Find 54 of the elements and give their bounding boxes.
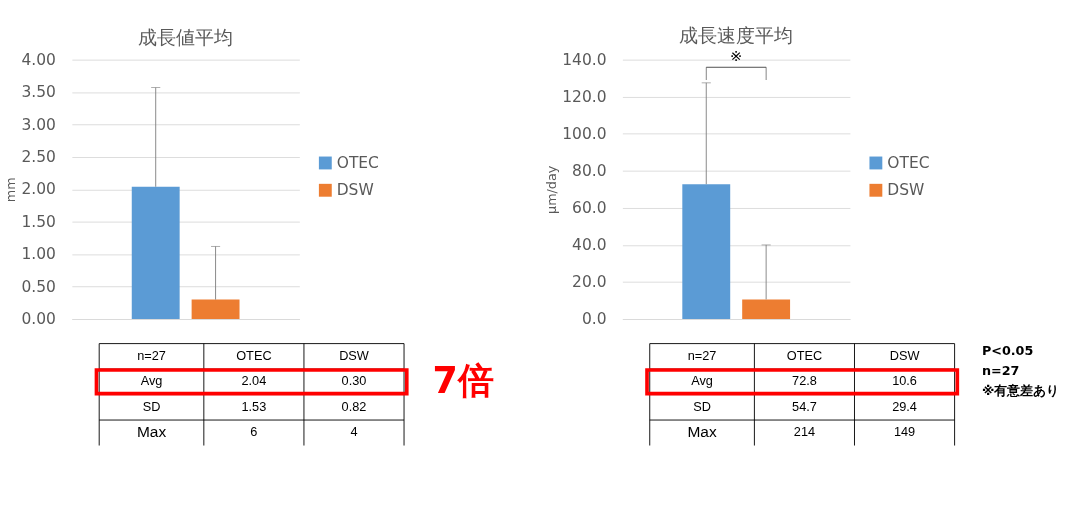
- text: n=27: [137, 347, 166, 363]
- y-tick-label: 140.0: [562, 50, 607, 69]
- text: n=27: [687, 347, 717, 363]
- y-tick-label: 1.50: [21, 212, 56, 231]
- annotation: ※: [730, 46, 743, 64]
- y-tick-label: 4.00: [21, 50, 56, 69]
- text: 0.82: [341, 398, 367, 414]
- y-tick-label: 2.00: [21, 180, 56, 199]
- text: SD: [693, 398, 711, 414]
- text: 7倍: [432, 358, 494, 402]
- y-tick-label: 3.50: [21, 83, 56, 102]
- y-tick-label: 0.50: [21, 277, 56, 296]
- legend-label: OTEC: [887, 153, 930, 172]
- text: 72.8: [792, 373, 817, 389]
- y-tick-label: 60.0: [572, 198, 607, 217]
- text: Avg: [691, 373, 713, 389]
- chart-title: 成長値平均: [138, 26, 234, 50]
- text: OTEC: [236, 347, 272, 363]
- y-tick-label: 120.0: [562, 87, 607, 106]
- text: 54.7: [792, 398, 817, 414]
- text: 6: [250, 424, 258, 440]
- y-axis-title: µm/day: [543, 165, 559, 214]
- text: OTEC: [786, 347, 823, 363]
- y-tick-label: 2.50: [21, 147, 56, 166]
- legend-label: DSW: [336, 180, 374, 199]
- text: 0.30: [341, 373, 367, 389]
- text: SD: [142, 398, 161, 414]
- text: Max: [136, 423, 167, 441]
- y-tick-label: 40.0: [572, 235, 607, 254]
- y-tick-label: 20.0: [572, 272, 607, 291]
- text: DSW: [889, 347, 920, 363]
- text: DSW: [339, 347, 369, 363]
- text: 29.4: [892, 398, 917, 414]
- legend-label: OTEC: [336, 153, 379, 172]
- y-tick-label: 100.0: [562, 124, 607, 143]
- legend-label: DSW: [887, 180, 925, 199]
- y-tick-label: 0.0: [581, 310, 607, 329]
- text: 1.53: [241, 398, 267, 414]
- y-tick-label: 3.00: [21, 115, 56, 134]
- text: 214: [793, 424, 816, 440]
- text: Max: [687, 423, 717, 441]
- text: P<0.05: [981, 342, 1034, 358]
- text: Avg: [140, 373, 163, 389]
- chart-title: 成長速度平均: [679, 23, 794, 47]
- text: 149: [893, 424, 916, 440]
- text: n=27: [981, 362, 1020, 378]
- text: 10.6: [892, 373, 917, 389]
- text: ※有意差あり: [981, 382, 1060, 398]
- text: 4: [350, 424, 358, 440]
- y-tick-label: 80.0: [572, 161, 607, 180]
- y-tick-label: 0.00: [21, 310, 56, 329]
- y-axis-title: mm: [3, 177, 19, 203]
- y-tick-label: 1.00: [21, 245, 56, 264]
- text: 2.04: [241, 373, 267, 389]
